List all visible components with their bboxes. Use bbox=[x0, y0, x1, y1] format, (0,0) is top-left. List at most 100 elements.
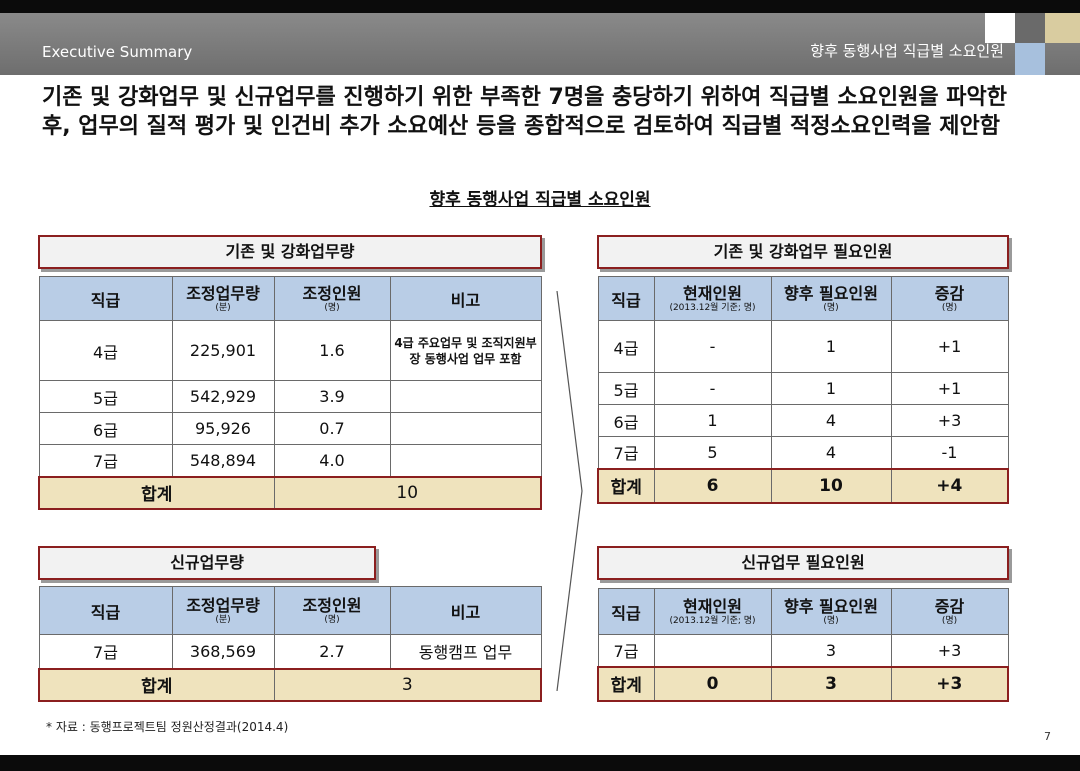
slide: Executive Summary 향후 동행사업 직급별 소요인원 기존 및 … bbox=[0, 13, 1080, 755]
decor-square bbox=[1045, 13, 1080, 43]
cell-current: 5 bbox=[653, 436, 772, 469]
cell-future: 3 bbox=[770, 634, 892, 667]
header-current: 현재인원 (2013.12월 기준; 명) bbox=[653, 588, 772, 635]
cell-staff: 1.6 bbox=[273, 320, 391, 381]
header-remarks: 비고 bbox=[389, 586, 542, 635]
new-required-table: 직급 현재인원 (2013.12월 기준; 명) 향후 필요인원 (명) 증감 (명)… bbox=[597, 588, 1009, 702]
total-label: 합계 bbox=[38, 475, 275, 510]
cell-grade: 6급 bbox=[597, 404, 655, 437]
cell-change: +3 bbox=[890, 634, 1009, 667]
table-row: 7급 5 4 -1 bbox=[597, 436, 1009, 469]
table-header-row: 직급 조정업무량 (분) 조정인원 (명) 비고 bbox=[38, 586, 542, 635]
table-header-row: 직급 현재인원 (2013.12월 기준; 명) 향후 필요인원 (명) 증감 (명) bbox=[597, 588, 1009, 635]
total-label: 합계 bbox=[597, 467, 655, 504]
table-row: 7급 548,894 4.0 bbox=[38, 444, 542, 477]
cell-grade: 7급 bbox=[38, 444, 173, 477]
table-header-row: 직급 현재인원 (2013.12월 기준; 명) 향후 필요인원 (명) 증감 (명) bbox=[597, 276, 1009, 321]
header-title: 향후 동행사업 직급별 소요인원 bbox=[810, 42, 1004, 60]
cell-grade: 7급 bbox=[38, 634, 173, 669]
table-row: 7급 368,569 2.7 동행캠프 업무 bbox=[38, 634, 542, 669]
header-adjusted-workload: 조정업무량 (분) bbox=[171, 586, 275, 635]
cell-change: -1 bbox=[890, 436, 1009, 469]
cell-staff: 2.7 bbox=[273, 634, 391, 669]
section-label: Executive Summary bbox=[42, 43, 193, 61]
cell-remarks bbox=[389, 412, 542, 445]
table-row: 5급 - 1 +1 bbox=[597, 372, 1009, 405]
existing-workload-title: 기존 및 강화업무량 bbox=[38, 235, 542, 269]
cell-grade: 4급 bbox=[597, 320, 655, 373]
header-band bbox=[0, 13, 1080, 75]
cell-current bbox=[653, 634, 772, 667]
chevron-right-icon bbox=[556, 291, 583, 691]
table-header-row: 직급 조정업무량 (분) 조정인원 (명) 비고 bbox=[38, 276, 542, 321]
header-change: 증감 (명) bbox=[890, 588, 1009, 635]
cell-remarks bbox=[389, 444, 542, 477]
decor-square bbox=[985, 13, 1015, 43]
total-row: 합계 0 3 +3 bbox=[597, 665, 1009, 702]
total-current: 6 bbox=[653, 467, 772, 504]
total-current: 0 bbox=[653, 665, 772, 702]
cell-workload: 95,926 bbox=[171, 412, 275, 445]
table-row: 6급 1 4 +3 bbox=[597, 404, 1009, 437]
cell-staff: 4.0 bbox=[273, 444, 391, 477]
source-note: * 자료 : 동행프로젝트팀 정원산정결과(2014.4) bbox=[46, 720, 289, 734]
cell-workload: 368,569 bbox=[171, 634, 275, 669]
cell-grade: 7급 bbox=[597, 436, 655, 469]
cell-remarks: 동행캠프 업무 bbox=[389, 634, 542, 669]
cell-future: 4 bbox=[770, 436, 892, 469]
cell-staff: 0.7 bbox=[273, 412, 391, 445]
cell-grade: 6급 bbox=[38, 412, 173, 445]
new-workload-table: 직급 조정업무량 (분) 조정인원 (명) 비고 7급 368,569 2.7 동행… bbox=[38, 586, 542, 702]
total-future: 3 bbox=[770, 665, 892, 702]
header-change: 증감 (명) bbox=[890, 276, 1009, 321]
total-label: 합계 bbox=[38, 667, 275, 702]
cell-current: - bbox=[653, 320, 772, 373]
header-current: 현재인원 (2013.12월 기준; 명) bbox=[653, 276, 772, 321]
cell-grade: 4급 bbox=[38, 320, 173, 381]
page-number: 7 bbox=[1044, 730, 1051, 743]
header-adjusted-staff: 조정인원 (명) bbox=[273, 276, 391, 321]
section-title: 향후 동행사업 직급별 소요인원 bbox=[429, 190, 651, 210]
header-grade: 직급 bbox=[38, 586, 173, 635]
cell-grade: 7급 bbox=[597, 634, 655, 667]
total-change: +3 bbox=[890, 665, 1009, 702]
cell-remarks: 4급 주요업무 및 조직지원부장 동행사업 업무 포함 bbox=[389, 320, 542, 381]
header-grade: 직급 bbox=[38, 276, 173, 321]
cell-change: +3 bbox=[890, 404, 1009, 437]
cell-future: 1 bbox=[770, 372, 892, 405]
total-change: +4 bbox=[890, 467, 1009, 504]
cell-workload: 548,894 bbox=[171, 444, 275, 477]
header-adjusted-staff: 조정인원 (명) bbox=[273, 586, 391, 635]
total-row: 합계 6 10 +4 bbox=[597, 467, 1009, 504]
table-row: 4급 225,901 1.6 4급 주요업무 및 조직지원부장 동행사업 업무 … bbox=[38, 320, 542, 381]
cell-staff: 3.9 bbox=[273, 380, 391, 413]
total-row: 합계 3 bbox=[38, 667, 542, 702]
table-row: 5급 542,929 3.9 bbox=[38, 380, 542, 413]
cell-change: +1 bbox=[890, 320, 1009, 373]
header-grade: 직급 bbox=[597, 276, 655, 321]
total-value: 10 bbox=[273, 475, 542, 510]
header-remarks: 비고 bbox=[389, 276, 542, 321]
total-row: 합계 10 bbox=[38, 475, 542, 510]
cell-grade: 5급 bbox=[597, 372, 655, 405]
cell-workload: 542,929 bbox=[171, 380, 275, 413]
cell-remarks bbox=[389, 380, 542, 413]
decor-square bbox=[1015, 43, 1045, 75]
cell-current: 1 bbox=[653, 404, 772, 437]
cell-future: 4 bbox=[770, 404, 892, 437]
existing-required-title: 기존 및 강화업무 필요인원 bbox=[597, 235, 1009, 269]
table-row: 4급 - 1 +1 bbox=[597, 320, 1009, 373]
new-required-title: 신규업무 필요인원 bbox=[597, 546, 1009, 580]
cell-future: 1 bbox=[770, 320, 892, 373]
header-future: 향후 필요인원 (명) bbox=[770, 588, 892, 635]
cell-workload: 225,901 bbox=[171, 320, 275, 381]
table-row: 7급 3 +3 bbox=[597, 634, 1009, 667]
existing-required-table: 직급 현재인원 (2013.12월 기준; 명) 향후 필요인원 (명) 증감 (명)… bbox=[597, 276, 1009, 504]
total-value: 3 bbox=[273, 667, 542, 702]
cell-grade: 5급 bbox=[38, 380, 173, 413]
total-label: 합계 bbox=[597, 665, 655, 702]
header-grade: 직급 bbox=[597, 588, 655, 635]
total-future: 10 bbox=[770, 467, 892, 504]
cell-change: +1 bbox=[890, 372, 1009, 405]
cell-current: - bbox=[653, 372, 772, 405]
